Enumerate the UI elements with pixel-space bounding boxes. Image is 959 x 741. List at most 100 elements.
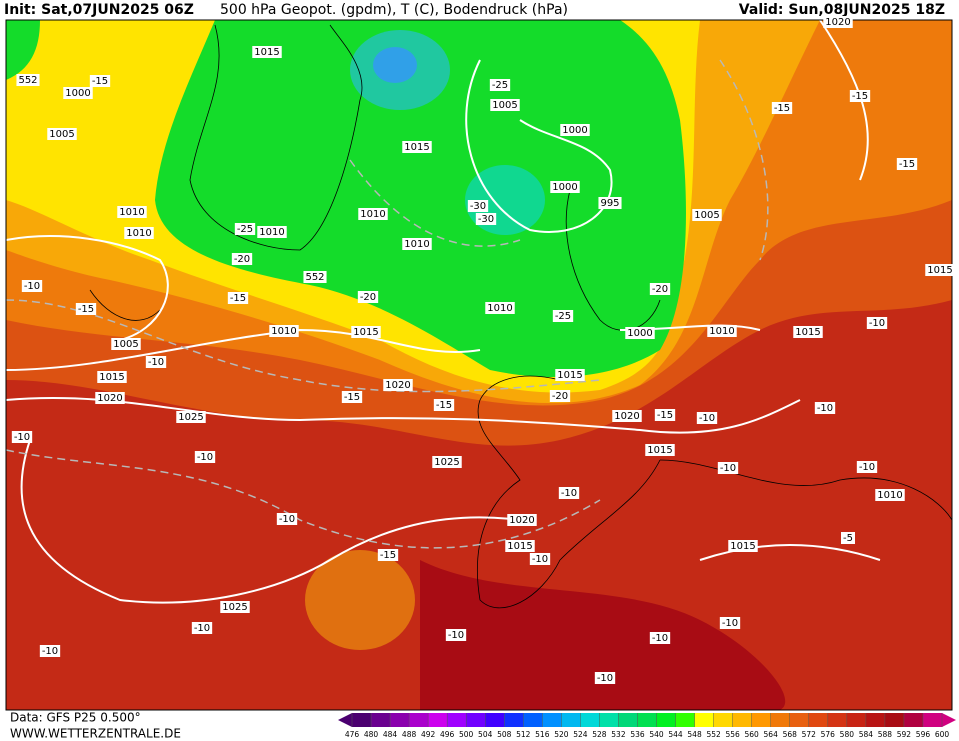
colorbar-tick-label: 516 xyxy=(535,730,550,739)
contour-label-box xyxy=(117,206,147,218)
contour-label-box xyxy=(594,672,616,684)
contour-label: 1005 xyxy=(492,100,517,111)
colorbar-tick-label: 504 xyxy=(478,730,493,739)
contour-label: -10 xyxy=(197,452,213,463)
coastline xyxy=(89,289,161,321)
contour-label-box xyxy=(402,238,432,250)
colorbar-swatch xyxy=(827,713,848,727)
contour-label: -15 xyxy=(436,400,452,411)
contour-label: -25 xyxy=(555,311,571,322)
colorbar-swatch xyxy=(504,713,524,727)
colorbar-tick-label: 512 xyxy=(516,730,531,739)
contour-label-box xyxy=(16,74,40,86)
contour-label-box xyxy=(269,325,299,337)
colorbar-swatch xyxy=(637,713,658,727)
contour-label: -15 xyxy=(230,293,246,304)
contour-label: 1010 xyxy=(259,227,284,238)
contour-label: -10 xyxy=(597,673,613,684)
contour-label: 1005 xyxy=(113,339,138,350)
colorbar-tick-label: 568 xyxy=(783,730,798,739)
colorbar-tick-label: 580 xyxy=(840,730,855,739)
colorbar-swatch xyxy=(352,713,372,727)
contour-label: 1005 xyxy=(694,210,719,221)
colorbar-tick-label: 496 xyxy=(440,730,455,739)
colorbar-tick-label: 484 xyxy=(383,730,398,739)
contour-label-box xyxy=(719,617,741,629)
contour-label-box xyxy=(896,158,918,170)
contour-label: 1000 xyxy=(552,182,577,193)
contour-label-box xyxy=(124,227,154,239)
contour-label-box xyxy=(717,462,739,474)
contour-label-box xyxy=(728,540,758,552)
colorbar-tick-label: 588 xyxy=(878,730,893,739)
contour-label: 1020 xyxy=(97,393,122,404)
contour-label: 552 xyxy=(305,272,324,283)
contour-label-box xyxy=(111,338,141,350)
contour-label: 1015 xyxy=(927,265,952,276)
contour-label-box xyxy=(490,99,520,111)
contour-label: -15 xyxy=(344,392,360,403)
contour-label: -10 xyxy=(817,403,833,414)
contour-label: 1005 xyxy=(49,129,74,140)
colorbar-swatch xyxy=(466,713,486,727)
colorbar-swatch xyxy=(732,713,753,727)
contour-label: -10 xyxy=(699,413,715,424)
contour-label: -10 xyxy=(869,318,885,329)
contour-label-box xyxy=(555,369,585,381)
isotherm xyxy=(349,159,521,247)
contour-label: -10 xyxy=(448,630,464,641)
contour-label-box xyxy=(489,79,511,91)
contour-label-box xyxy=(550,181,580,193)
contour-label-box xyxy=(649,283,671,295)
contour-label-box xyxy=(234,223,256,235)
colorbar-tick-label: 600 xyxy=(935,730,950,739)
contour-label-box xyxy=(21,280,43,292)
contour-label-box xyxy=(649,632,671,644)
contour-label-box xyxy=(220,601,250,613)
coastline xyxy=(659,459,953,521)
contour-label-box xyxy=(558,487,580,499)
colorbar-swatch xyxy=(770,713,791,727)
contour-label: -20 xyxy=(552,391,568,402)
colorbar-swatch xyxy=(846,713,867,727)
contour-label: 1020 xyxy=(509,515,534,526)
contour-label: -15 xyxy=(78,304,94,315)
isotherm xyxy=(5,449,601,549)
colorbar-tick-label: 480 xyxy=(364,730,379,739)
contour-label: -25 xyxy=(492,80,508,91)
contour-label: 1015 xyxy=(507,541,532,552)
contour-label-box xyxy=(552,310,574,322)
field-orange-spot xyxy=(305,550,415,650)
contour-label: 1015 xyxy=(99,372,124,383)
contour-label: -10 xyxy=(652,633,668,644)
contour-labels: 10151000-155521005-251005100010151000995… xyxy=(11,16,955,684)
contour-label: -20 xyxy=(234,254,250,265)
colorbar-swatch xyxy=(713,713,734,727)
map-title: 500 hPa Geopot. (gpdm), T (C), Bodendruc… xyxy=(220,2,568,18)
colorbar-swatch xyxy=(789,713,810,727)
contour-label: -30 xyxy=(470,201,486,212)
contour-label: 1015 xyxy=(647,445,672,456)
contour-label-box xyxy=(445,629,467,641)
colorbar-swatch xyxy=(409,713,429,727)
colorbar-tick-label: 552 xyxy=(706,730,721,739)
colorbar-swatch xyxy=(884,713,905,727)
contour-label-box xyxy=(529,553,551,565)
colorbar-tick-label: 488 xyxy=(402,730,417,739)
valid-time: Valid: Sun,08JUN2025 18Z xyxy=(739,2,945,18)
colorbar-tick-label: 564 xyxy=(764,730,779,739)
contour-label-box xyxy=(560,124,590,136)
colorbar-swatch xyxy=(561,713,581,727)
colorbar-tick-label: 556 xyxy=(725,730,740,739)
contour-label: 1010 xyxy=(404,239,429,250)
contour-label-box xyxy=(866,317,888,329)
contour-label-box xyxy=(654,409,676,421)
contour-label-box xyxy=(351,326,381,338)
colorbar-swatch xyxy=(808,713,829,727)
contour-label: -10 xyxy=(561,488,577,499)
colorbar-arrow-left xyxy=(338,713,352,727)
contour-label: -10 xyxy=(722,618,738,629)
contour-label: 995 xyxy=(600,198,619,209)
contour-label-box xyxy=(467,200,489,212)
colorbar-tick-label: 584 xyxy=(859,730,874,739)
